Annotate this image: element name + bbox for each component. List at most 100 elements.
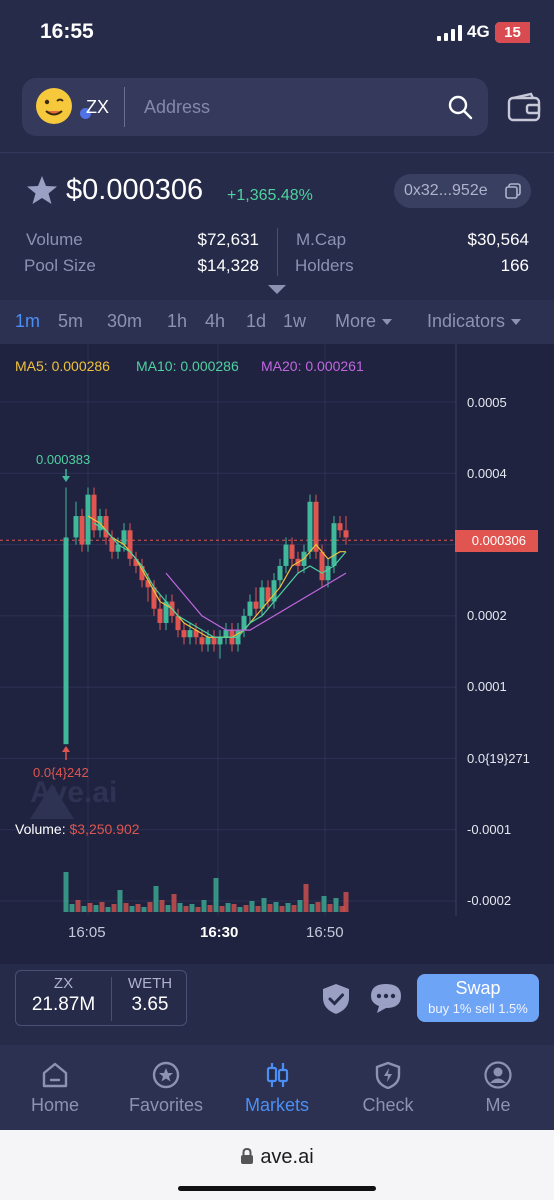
candle-body	[289, 544, 295, 559]
nav-check[interactable]: Check	[333, 1045, 443, 1125]
x-axis-label: 16:50	[306, 924, 344, 941]
shield-check-icon[interactable]	[321, 983, 351, 1015]
copy-icon[interactable]	[505, 183, 521, 199]
candle-body	[79, 516, 85, 545]
tab-1m[interactable]: 1m	[15, 311, 41, 331]
candle-body	[331, 523, 337, 566]
swap-button[interactable]: Swap buy 1% sell 1.5%	[417, 974, 539, 1022]
holders-label: Holders	[295, 256, 354, 275]
volume-bar	[111, 904, 117, 912]
y-axis-label: 0.0{19}271	[467, 751, 530, 766]
low-price-label: 0.0{4}242	[33, 765, 89, 780]
volume-bar	[219, 906, 225, 912]
tab-1w[interactable]: 1w	[283, 311, 307, 331]
indicators-label: Indicators	[427, 311, 506, 331]
stats-divider	[277, 228, 278, 276]
url-text: ave.ai	[260, 1146, 314, 1168]
token-balance-amount: 21.87M	[31, 994, 96, 1015]
volume-bar	[105, 907, 111, 912]
candle-body	[217, 637, 223, 645]
contract-address-copy[interactable]: 0x32...952e	[394, 174, 531, 208]
eth-chain-icon	[78, 106, 93, 121]
user-icon	[484, 1061, 512, 1089]
price-chart[interactable]: Ave.ai MA5: 0.000286 MA10: 0.000286 MA20…	[0, 344, 554, 964]
nav-home[interactable]: Home	[0, 1045, 110, 1125]
volume-bar	[225, 903, 231, 912]
token-symbol[interactable]: ZX	[86, 97, 110, 117]
base-balance-amount: 3.65	[131, 994, 169, 1015]
expand-stats-caret-icon[interactable]	[268, 285, 286, 294]
y-axis-label: -0.0001	[467, 822, 512, 837]
favorite-star-icon[interactable]	[26, 174, 58, 206]
current-price-tag: 0.000306	[455, 530, 538, 552]
indicators-dropdown[interactable]: Indicators	[427, 311, 522, 332]
candle-body	[253, 601, 259, 609]
header-separator	[0, 152, 554, 153]
chat-icon[interactable]	[369, 982, 403, 1014]
volume-bar	[141, 907, 147, 912]
volume-value: $72,631	[197, 230, 259, 249]
volume-bar	[343, 892, 349, 912]
candle-body	[211, 637, 217, 645]
search-icon[interactable]	[447, 94, 473, 120]
candle-body	[85, 494, 91, 545]
candle-body	[271, 580, 277, 602]
tab-1d[interactable]: 1d	[246, 311, 267, 331]
y-axis-label: 0.0001	[467, 679, 507, 694]
volume-bar	[207, 905, 213, 912]
volume-bar	[309, 904, 315, 912]
mcap-label: M.Cap	[296, 230, 347, 249]
candle-body	[139, 565, 145, 581]
volume-bar	[177, 903, 183, 912]
volume-bar	[315, 902, 321, 912]
volume-bar	[231, 904, 237, 912]
high-price-label: 0.000383	[36, 452, 91, 467]
tab-30m[interactable]: 30m	[107, 311, 143, 331]
more-timeframes-dropdown[interactable]: More	[335, 311, 393, 332]
candle-body	[223, 630, 229, 638]
y-axis-label: 0.0002	[467, 608, 507, 623]
x-axis-label: 16:30	[200, 924, 239, 941]
volume-bar	[183, 906, 189, 912]
candlestick-chart[interactable]	[0, 344, 554, 964]
wallet-icon[interactable]	[507, 92, 541, 122]
nav-me[interactable]: Me	[443, 1045, 553, 1125]
nav-markets-label: Markets	[244, 1095, 309, 1115]
tab-4h[interactable]: 4h	[205, 311, 226, 331]
y-axis-label: 0.0004	[467, 466, 507, 481]
tab-5m[interactable]: 5m	[58, 311, 84, 331]
volume-bar	[249, 901, 255, 912]
search-bar[interactable]: ZX	[22, 78, 488, 136]
candle-body	[91, 494, 97, 531]
address-search-input[interactable]	[144, 92, 424, 122]
candle-body	[151, 587, 157, 609]
candle-body	[109, 537, 115, 552]
tab-1h[interactable]: 1h	[167, 311, 188, 331]
candle-body	[133, 558, 139, 566]
candle-body	[247, 601, 253, 616]
nav-favorites[interactable]: Favorites	[111, 1045, 221, 1125]
bottom-nav: Home Favorites Markets Check Me	[0, 1045, 554, 1130]
volume-bar	[189, 904, 195, 912]
volume-bar	[75, 900, 81, 912]
volume-bar	[117, 890, 123, 912]
chevron-down-icon	[382, 319, 393, 326]
ma5-legend: MA5: 0.000286	[15, 358, 110, 374]
candle-body	[115, 544, 121, 552]
volume-bar	[255, 906, 261, 912]
search-divider	[124, 87, 125, 127]
holders-value: 166	[500, 256, 529, 275]
url-display[interactable]: ave.ai	[0, 1146, 554, 1169]
volume-bar	[321, 896, 327, 912]
candle-body	[325, 565, 331, 581]
mcap-value: $30,564	[467, 230, 529, 249]
candle-body	[163, 601, 169, 623]
low-marker-icon	[62, 746, 70, 752]
volume-bar	[273, 902, 279, 912]
volume-prefix: Volume:	[15, 821, 66, 837]
volume-bar	[261, 898, 267, 912]
browser-url-bar[interactable]: ave.ai	[0, 1130, 554, 1200]
volume-bar	[267, 904, 273, 912]
nav-markets[interactable]: Markets	[222, 1045, 332, 1125]
volume-bar	[213, 878, 219, 912]
